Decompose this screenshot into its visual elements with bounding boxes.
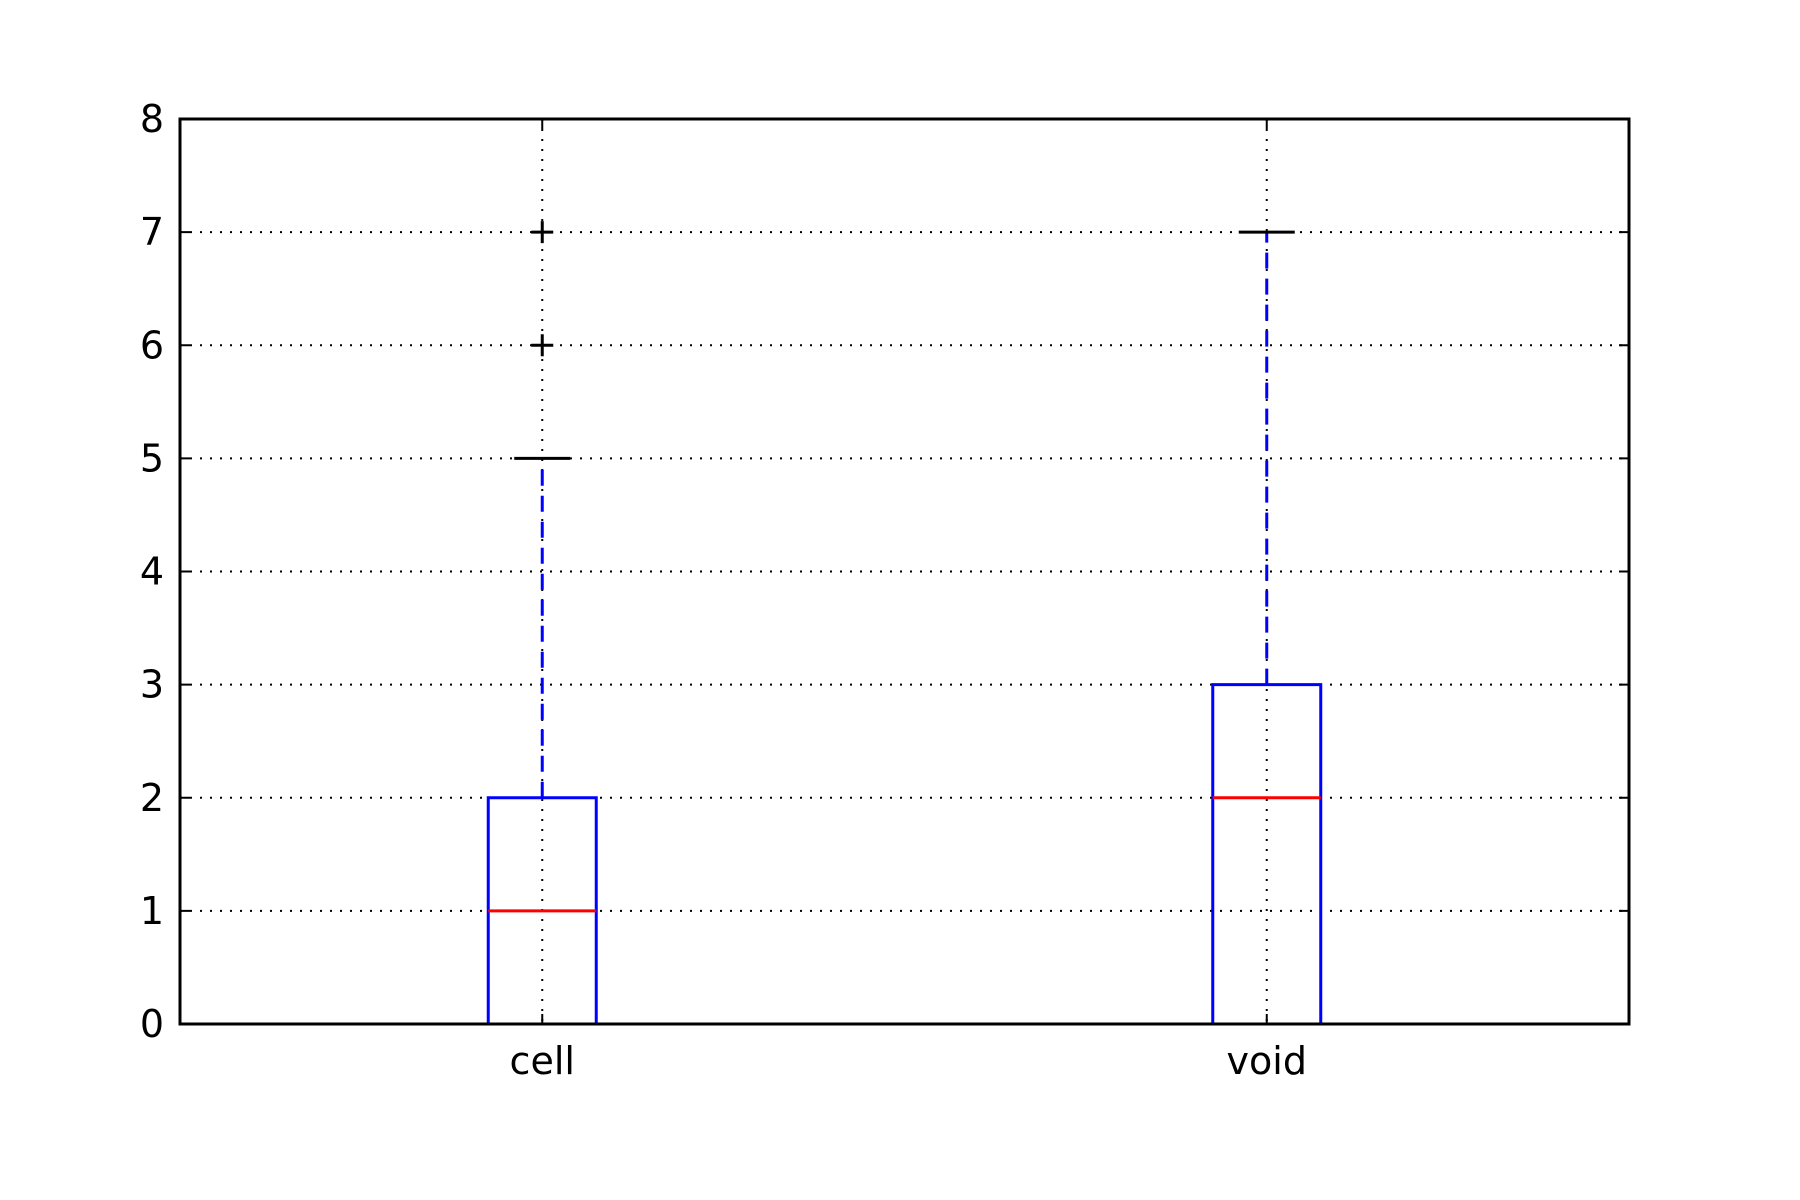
x-tick-label: void <box>1227 1039 1307 1083</box>
y-tick-label: 6 <box>140 323 164 367</box>
y-tick-label: 5 <box>140 436 164 480</box>
y-tick-label: 1 <box>140 889 164 933</box>
x-tick-label: cell <box>510 1039 575 1083</box>
box-layer <box>486 221 1323 1026</box>
outlier-marker <box>531 221 554 244</box>
y-tick-label: 7 <box>140 210 164 254</box>
y-tick-label: 0 <box>140 1002 164 1046</box>
y-tick-label: 8 <box>140 97 164 141</box>
y-tick-label: 4 <box>140 550 164 594</box>
y-tick-label: 3 <box>140 663 164 707</box>
box-void <box>1211 683 1323 1026</box>
tick-layer <box>180 118 1629 1025</box>
y-tick-label: 2 <box>140 776 164 820</box>
grid-layer <box>180 119 1629 1024</box>
outlier-marker <box>531 334 554 357</box>
label-layer: 0 1 2 3 4 5 6 7 8 cell void <box>140 97 1307 1083</box>
